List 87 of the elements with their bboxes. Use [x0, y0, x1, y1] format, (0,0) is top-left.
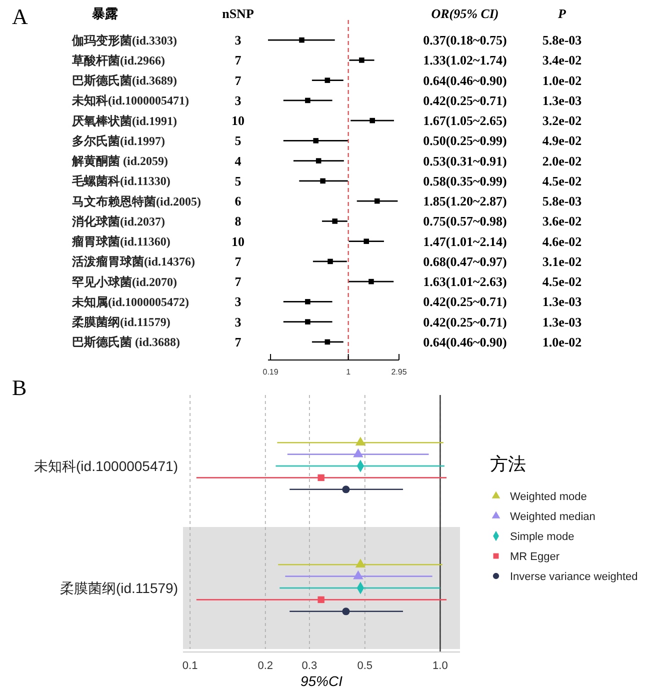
- text: OR(95% CI): [431, 6, 499, 21]
- x-axis-title: 95%CI: [300, 673, 343, 689]
- text: 3.1e-02: [542, 254, 582, 269]
- y-tick-label: 柔膜菌纲(id.11579): [71, 315, 170, 330]
- text: nSNP: [222, 6, 254, 21]
- data-label: 0.42(0.25~0.71): [423, 314, 507, 330]
- legend-label: Weighted median: [510, 510, 596, 523]
- text: 3: [234, 314, 242, 330]
- text: 7: [234, 254, 242, 269]
- y-tick-label: 巴斯德氏菌(id.3689): [72, 74, 178, 88]
- text: 4: [234, 153, 242, 168]
- data-label: 1.33(1.02~1.74): [423, 52, 507, 68]
- data-label: 0.50(0.25~0.99): [423, 133, 507, 148]
- data-label: 0.53(0.31~0.91): [423, 153, 507, 168]
- text: 4.5e-02: [542, 274, 582, 290]
- x-tick-label: 1.0: [432, 660, 448, 672]
- data-label: 0.75(0.57~0.98): [423, 214, 507, 229]
- y-tick-label: 罕见小球菌(id.2070): [71, 274, 178, 289]
- y-tick-label: 瘤胃球菌(id.11360): [71, 234, 170, 249]
- x-tick-label: 1: [346, 368, 352, 377]
- text: 3: [234, 32, 242, 48]
- y-tick-label: 多尔氏菌(id.1997): [72, 134, 166, 148]
- text: 5.8e-03: [542, 194, 582, 209]
- text: 2.0e-02: [542, 153, 582, 168]
- text: 1.3e-03: [542, 92, 582, 108]
- data-label: 1.47(1.01~2.14): [423, 234, 507, 249]
- text: 7: [234, 334, 242, 350]
- y-tick-label: 消化球菌(id.2037): [71, 214, 166, 228]
- data-label: 0.37(0.18~0.75): [423, 32, 507, 48]
- text: 7: [234, 52, 242, 68]
- y-tick-label: 未知科(id.1000005471): [34, 458, 178, 474]
- legend-label: Weighted mode: [510, 490, 587, 503]
- text: 4.6e-02: [542, 234, 582, 249]
- text: 3: [234, 92, 242, 108]
- x-tick-label: 0.1: [182, 660, 198, 672]
- y-tick-label: 伽玛变形菌(id.3303): [71, 33, 178, 48]
- text: 6: [234, 194, 242, 209]
- x-tick-label: 0.2: [258, 660, 274, 672]
- data-label: 1.63(1.01~2.63): [423, 274, 507, 290]
- legend-title: 方法: [490, 454, 526, 474]
- text: 10: [232, 234, 244, 249]
- data-label: 0.68(0.47~0.97): [423, 254, 507, 269]
- x-tick-label: 2.95: [391, 368, 408, 377]
- x-tick-label: 0.19: [262, 368, 279, 377]
- text: 1.0e-02: [542, 334, 582, 350]
- data-label: 1.85(1.20~2.87): [423, 194, 507, 209]
- text: 3.2e-02: [542, 113, 582, 128]
- text: A: [12, 4, 28, 29]
- x-tick-label: 0.5: [357, 660, 373, 672]
- data-label: 0.64(0.46~0.90): [423, 334, 507, 350]
- data-label: 0.42(0.25~0.71): [423, 92, 507, 108]
- data-label: 0.58(0.35~0.99): [423, 173, 507, 188]
- text: 5: [234, 133, 242, 148]
- y-tick-label: 解黄酮菌 (id.2059): [71, 154, 168, 168]
- data-label: 1.67(1.05~2.65): [423, 113, 507, 128]
- legend-label: Inverse variance weighted: [510, 570, 638, 583]
- text: 7: [234, 72, 242, 88]
- y-tick-label: 毛螺菌科(id.11330): [71, 174, 170, 188]
- data-label: 0.64(0.46~0.90): [423, 72, 507, 88]
- text: 5.8e-03: [542, 32, 582, 48]
- text: 3: [234, 294, 242, 310]
- data-label: 0.42(0.25~0.71): [423, 294, 507, 310]
- text: 3.4e-02: [542, 52, 582, 68]
- y-tick-label: 厌氧棒状菌(id.1991): [71, 114, 178, 128]
- y-axis-title: 暴露: [91, 6, 118, 21]
- legend-label: Simple mode: [510, 530, 574, 543]
- legend-label: MR Egger: [510, 550, 560, 563]
- text: 5: [234, 173, 242, 188]
- text: 1.3e-03: [542, 294, 582, 310]
- text: 1.3e-03: [542, 314, 582, 330]
- x-tick-label: 0.3: [302, 660, 318, 672]
- y-tick-label: 活泼瘤胃球菌(id.14376): [71, 254, 196, 269]
- y-tick-label: 柔膜菌纲(id.11579): [60, 580, 178, 596]
- text: 4.9e-02: [542, 133, 582, 148]
- y-tick-label: 未知科(id.1000005471): [71, 94, 190, 108]
- text: 8: [234, 214, 242, 229]
- text: 7: [234, 274, 242, 290]
- y-tick-label: 马文布赖恩特菌(id.2005): [72, 194, 202, 208]
- text: 1.0e-02: [542, 72, 582, 88]
- y-tick-label: 未知属(id.1000005472): [71, 294, 190, 309]
- y-tick-label: 巴斯德氏菌 (id.3688): [72, 335, 180, 350]
- y-tick-label: 草酸杆菌(id.2966): [71, 53, 166, 68]
- text: 4.5e-02: [542, 173, 582, 188]
- chart-title: B: [12, 375, 27, 400]
- text: 3.6e-02: [542, 214, 582, 229]
- text: P: [558, 6, 568, 21]
- text: 10: [232, 113, 244, 128]
